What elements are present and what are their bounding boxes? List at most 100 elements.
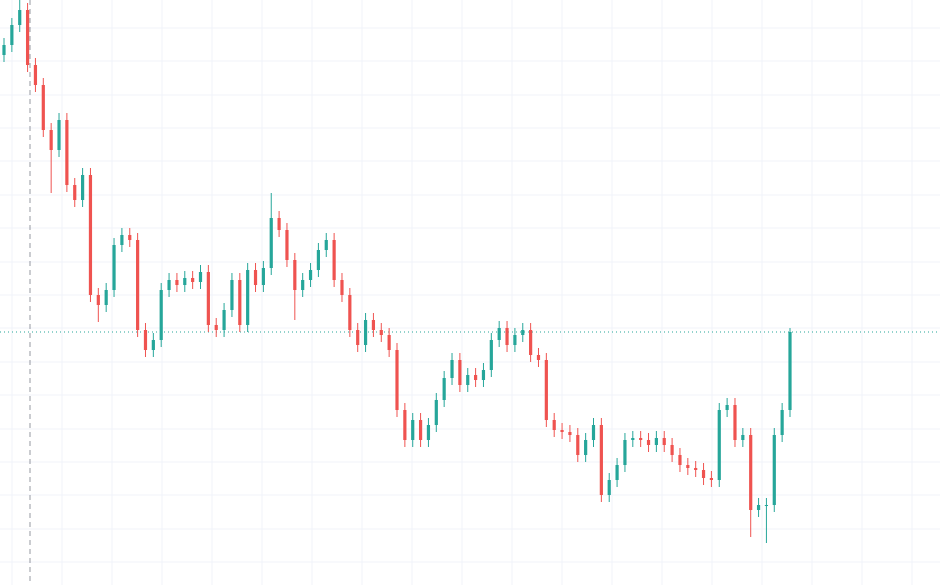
candle-body bbox=[356, 330, 360, 345]
candle-body bbox=[49, 130, 53, 150]
candle-body bbox=[136, 240, 140, 330]
vertical-grid bbox=[11, 0, 913, 585]
candle-body bbox=[733, 405, 737, 440]
candle-body bbox=[560, 430, 564, 432]
candle-body bbox=[308, 270, 313, 280]
candle-body bbox=[741, 435, 745, 440]
candle-body bbox=[497, 328, 501, 340]
candle-body bbox=[529, 330, 533, 355]
candle-body bbox=[112, 245, 116, 290]
candle-body bbox=[41, 85, 45, 130]
candle-body bbox=[717, 410, 721, 480]
candle-body bbox=[151, 340, 155, 350]
candle-body bbox=[466, 375, 470, 385]
candle-body bbox=[301, 280, 305, 290]
candle-body bbox=[198, 272, 203, 282]
candle-body bbox=[780, 410, 784, 435]
candle-body bbox=[371, 320, 376, 330]
candle-body bbox=[395, 350, 399, 410]
candle-body bbox=[363, 320, 368, 345]
candle-body bbox=[238, 280, 242, 325]
candle-body bbox=[599, 425, 603, 495]
candle-body bbox=[662, 438, 666, 445]
candle-body bbox=[2, 45, 6, 55]
candle-body bbox=[474, 375, 478, 380]
candle-body bbox=[764, 505, 769, 506]
candle-body bbox=[324, 240, 328, 250]
candle-body bbox=[756, 505, 761, 510]
candle-body bbox=[253, 270, 258, 285]
candle-body bbox=[591, 425, 596, 440]
candle-body bbox=[206, 272, 210, 325]
candle-body bbox=[348, 295, 352, 330]
candle-body bbox=[426, 425, 431, 440]
candle-body bbox=[222, 310, 226, 330]
candle-body bbox=[552, 420, 556, 430]
candle-body bbox=[678, 455, 682, 465]
candle-body bbox=[10, 25, 14, 45]
candle-body bbox=[285, 230, 289, 260]
candle-body bbox=[521, 330, 525, 335]
candle-body bbox=[694, 468, 698, 470]
candle-body bbox=[230, 280, 234, 310]
candle-body bbox=[544, 360, 548, 420]
candle-body bbox=[772, 435, 776, 505]
candle-body bbox=[749, 435, 753, 510]
horizontal-grid bbox=[0, 27, 940, 563]
candle-body bbox=[584, 440, 588, 455]
candle-body bbox=[175, 280, 179, 285]
candle-body bbox=[104, 290, 108, 305]
candle-body bbox=[65, 120, 69, 185]
candle-body bbox=[623, 440, 627, 465]
candle-body bbox=[505, 328, 509, 345]
candle-body bbox=[73, 185, 77, 200]
candle-body bbox=[450, 360, 454, 378]
candle-body bbox=[725, 405, 729, 410]
candle-body bbox=[246, 270, 250, 325]
candle-body bbox=[214, 325, 218, 330]
candle-body bbox=[513, 335, 517, 345]
candle-body bbox=[277, 218, 281, 230]
candle-body bbox=[143, 330, 148, 350]
candle-body bbox=[489, 340, 493, 370]
candle-body bbox=[481, 370, 486, 380]
candle-body bbox=[670, 445, 674, 455]
candle-body bbox=[332, 240, 336, 280]
candle-body bbox=[709, 478, 713, 480]
candle-body bbox=[442, 378, 446, 400]
candle-body bbox=[646, 440, 651, 445]
candle-body bbox=[33, 65, 38, 85]
candle-body bbox=[88, 175, 93, 295]
candle-body bbox=[686, 465, 690, 468]
candle-body bbox=[316, 250, 320, 270]
candle-body bbox=[654, 438, 658, 445]
candle-body bbox=[387, 335, 391, 350]
candle-body bbox=[434, 400, 438, 425]
candle-body bbox=[81, 175, 85, 200]
candle-body bbox=[96, 295, 100, 305]
candle-body bbox=[183, 278, 187, 285]
candle-body bbox=[788, 332, 792, 410]
candle-body bbox=[418, 420, 423, 440]
candle-body bbox=[379, 330, 383, 335]
candle-body bbox=[576, 435, 580, 455]
candles bbox=[2, 0, 792, 543]
candle-body bbox=[607, 480, 611, 495]
candle-body bbox=[536, 355, 541, 360]
candle-body bbox=[340, 280, 344, 295]
candle-body bbox=[128, 235, 132, 240]
candle-body bbox=[269, 218, 273, 268]
candle-body bbox=[403, 410, 407, 440]
candle-body bbox=[615, 465, 619, 480]
candle-body bbox=[120, 235, 124, 245]
candle-body bbox=[411, 420, 415, 440]
candle-body bbox=[631, 438, 635, 440]
candle-body bbox=[57, 120, 61, 150]
candle-body bbox=[293, 260, 297, 290]
candle-body bbox=[639, 438, 643, 440]
candle-body bbox=[458, 360, 462, 385]
candle-body bbox=[18, 10, 22, 25]
